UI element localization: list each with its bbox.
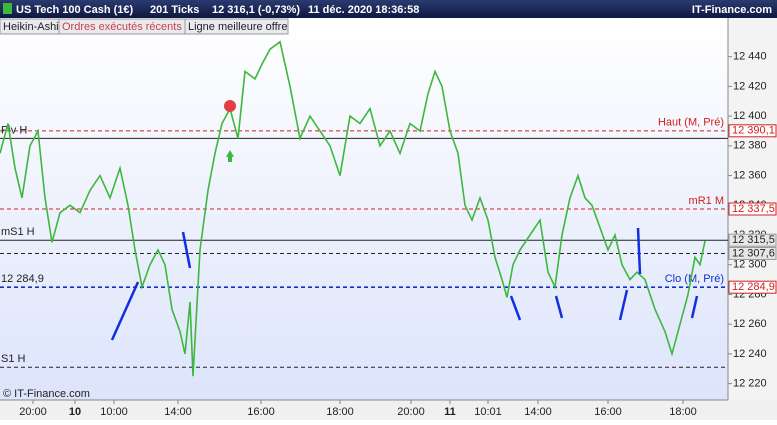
level-price: 12 315,5	[732, 234, 775, 246]
y-tick-label: 12 420	[733, 80, 767, 92]
level-price: 12 307,6	[732, 247, 775, 259]
title: US Tech 100 Cash (1€)	[16, 4, 134, 16]
y-tick-label: 12 440	[733, 51, 767, 63]
x-tick-label: 14:00	[164, 406, 192, 418]
level-price: 12 284,9	[732, 281, 775, 293]
title-bar	[0, 0, 777, 18]
annotations	[110, 227, 699, 341]
price-line	[0, 40, 706, 377]
tab-label[interactable]: Heikin-Ashi	[3, 21, 59, 33]
tab-label[interactable]: Ordres exécutés récents	[62, 21, 182, 33]
level-price-box	[728, 124, 777, 138]
ticks-info: 201 Ticks	[150, 4, 199, 16]
level-price: 12 390,1	[732, 125, 775, 137]
level-price-box	[728, 280, 777, 294]
x-tick-label: 18:00	[326, 406, 354, 418]
brand: IT-Finance.com	[692, 4, 772, 16]
icon	[3, 3, 12, 14]
x-tick-label: 10:01	[474, 406, 502, 418]
level-label: Haut (M, Pré)	[658, 117, 724, 129]
level-left-label: 12 284,9	[1, 273, 44, 285]
x-tick-label: 20:00	[397, 406, 425, 418]
last-quote: 12 316,1 (-0,73%)	[212, 4, 300, 16]
x-tick-label: 10:00	[100, 406, 128, 418]
level-price-box	[728, 202, 777, 216]
level-price: 12 337,5	[732, 203, 775, 215]
y-tick-label: 12 260	[733, 318, 767, 330]
tab-label[interactable]: Ligne meilleure offre	[188, 21, 287, 33]
level-label: mS1 H	[1, 226, 35, 238]
x-tick-label: 18:00	[669, 406, 697, 418]
y-tick-label: 12 380	[733, 140, 767, 152]
x-tick-label: 11	[444, 406, 456, 418]
level-label: Clo (M, Pré)	[665, 273, 724, 285]
x-axis-bg	[0, 400, 777, 420]
order-markers	[224, 100, 236, 162]
x-tick-label: 16:00	[594, 406, 622, 418]
copyright: © IT-Finance.com	[3, 388, 90, 400]
y-tick-label: 12 360	[733, 169, 767, 181]
level-label: S1 H	[1, 353, 26, 365]
y-tick-label: 12 400	[733, 110, 767, 122]
x-tick-label: 16:00	[247, 406, 275, 418]
timestamp: 11 déc. 2020 18:36:58	[308, 4, 419, 16]
y-tick-label: 12 300	[733, 259, 767, 271]
level-price-box	[728, 246, 777, 260]
level-price-box	[728, 233, 777, 247]
x-tick-label: 20:00	[19, 406, 47, 418]
x-tick-label: 14:00	[524, 406, 552, 418]
level-label: mR1 M	[689, 195, 724, 207]
x-tick-label: 10	[69, 406, 81, 418]
y-tick-label: 12 240	[733, 348, 767, 360]
y-tick-label: 12 220	[733, 378, 767, 390]
tab[interactable]	[184, 18, 289, 35]
